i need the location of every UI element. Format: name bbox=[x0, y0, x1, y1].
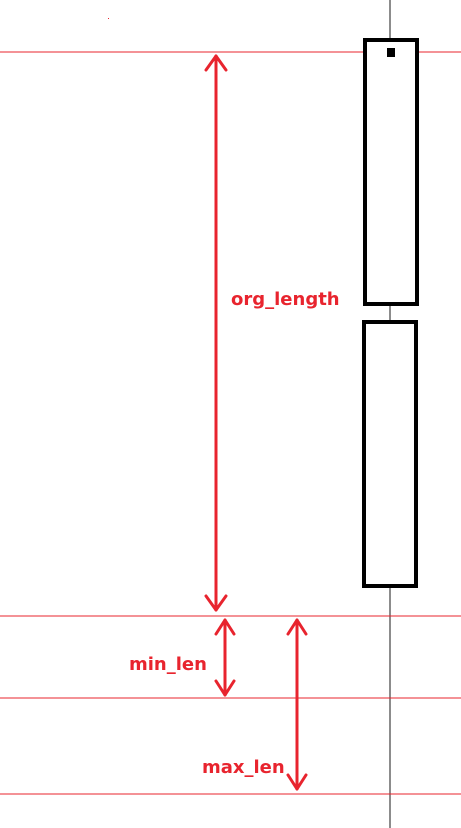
max-len-arrow bbox=[286, 618, 308, 791]
segment-box-lower bbox=[362, 320, 418, 588]
anchor-square bbox=[387, 48, 395, 57]
min-len-label: min_len bbox=[129, 654, 207, 675]
org-length-label: org_length bbox=[231, 289, 340, 310]
max-len-label: max_len bbox=[202, 757, 285, 778]
segment-box-upper bbox=[363, 38, 419, 306]
stray-dot bbox=[108, 18, 109, 19]
min-len-arrow bbox=[214, 618, 236, 697]
org-length-arrow bbox=[204, 54, 228, 612]
